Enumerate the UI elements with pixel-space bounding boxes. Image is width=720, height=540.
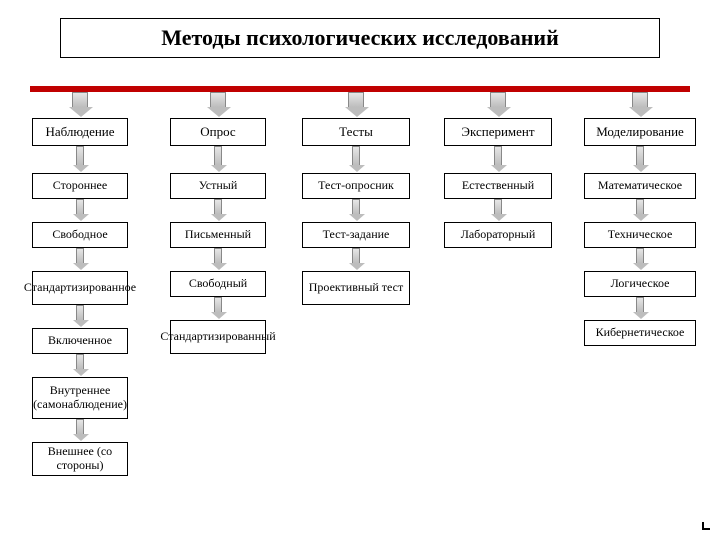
- col-2-item-2: Проективный тест: [302, 271, 410, 305]
- col-0-item-2: Стандартизированное: [32, 271, 128, 305]
- col-2-item-1: Тест-задание: [302, 222, 410, 248]
- conn-0-1: [76, 199, 84, 215]
- col-4-item-3-text: Кибернетическое: [596, 326, 685, 340]
- col-1-item-2: Свободный: [170, 271, 266, 297]
- conn-0-5: [76, 419, 84, 435]
- col-2-item-1-text: Тест-задание: [323, 228, 390, 242]
- col-3-item-0: Естественный: [444, 173, 552, 199]
- col-4-item-1-text: Техническое: [608, 228, 673, 242]
- col-3-header: Эксперимент: [444, 118, 552, 146]
- conn-2-2: [352, 248, 360, 264]
- col-4-item-0-text: Математическое: [598, 179, 682, 193]
- col-1-item-1-text: Письменный: [185, 228, 251, 242]
- col-4-header-text: Моделирование: [596, 125, 684, 140]
- col-4-item-2-text: Логическое: [611, 277, 670, 291]
- col-2-header: Тесты: [302, 118, 410, 146]
- col-0-item-1: Свободное: [32, 222, 128, 248]
- corner-marker-icon: [702, 522, 710, 530]
- col-0-header-text: Наблюдение: [45, 125, 114, 140]
- col-0-item-3: Включенное: [32, 328, 128, 354]
- conn-2-0: [352, 146, 360, 166]
- col-1-item-0: Устный: [170, 173, 266, 199]
- col-4-header: Моделирование: [584, 118, 696, 146]
- conn-0-3: [76, 305, 84, 321]
- arrow-to-col-3: [490, 92, 506, 108]
- conn-0-4: [76, 354, 84, 370]
- conn-4-3: [636, 297, 644, 313]
- col-3-item-0-text: Естественный: [462, 179, 534, 193]
- conn-0-0: [76, 146, 84, 166]
- col-0-item-4: Внутреннее (самонаблюдение): [32, 377, 128, 419]
- conn-1-0: [214, 146, 222, 166]
- col-4-item-2: Логическое: [584, 271, 696, 297]
- arrow-to-col-2: [348, 92, 364, 108]
- col-1-header: Опрос: [170, 118, 266, 146]
- conn-4-2: [636, 248, 644, 264]
- conn-3-0: [494, 146, 502, 166]
- col-0-item-2-text: Стандартизированное: [24, 281, 136, 295]
- col-0-item-1-text: Свободное: [52, 228, 107, 242]
- col-1-item-2-text: Свободный: [189, 277, 247, 291]
- col-1-item-1: Письменный: [170, 222, 266, 248]
- col-2-item-0: Тест-опросник: [302, 173, 410, 199]
- col-3-item-1-text: Лабораторный: [461, 228, 536, 242]
- col-2-header-text: Тесты: [339, 125, 373, 140]
- arrow-to-col-0: [72, 92, 88, 108]
- col-0-item-4-text: Внутреннее (самонаблюдение): [33, 384, 127, 412]
- conn-0-2: [76, 248, 84, 264]
- conn-1-2: [214, 248, 222, 264]
- col-3-item-1: Лабораторный: [444, 222, 552, 248]
- col-1-item-3-text: Стандартизированный: [160, 330, 275, 344]
- col-0-item-5-text: Внешнее (со стороны): [37, 445, 123, 473]
- conn-1-3: [214, 297, 222, 313]
- col-0-item-0-text: Стороннее: [53, 179, 107, 193]
- col-4-item-0: Математическое: [584, 173, 696, 199]
- col-2-item-2-text: Проективный тест: [309, 281, 404, 295]
- col-4-item-3: Кибернетическое: [584, 320, 696, 346]
- title-text: Методы психологических исследований: [161, 25, 559, 51]
- col-1-header-text: Опрос: [200, 125, 235, 140]
- conn-1-1: [214, 199, 222, 215]
- conn-4-0: [636, 146, 644, 166]
- col-4-item-1: Техническое: [584, 222, 696, 248]
- conn-2-1: [352, 199, 360, 215]
- col-1-item-0-text: Устный: [199, 179, 238, 193]
- col-0-header: Наблюдение: [32, 118, 128, 146]
- arrow-to-col-4: [632, 92, 648, 108]
- col-3-header-text: Эксперимент: [461, 125, 534, 140]
- col-0-item-0: Стороннее: [32, 173, 128, 199]
- col-1-item-3: Стандартизированный: [170, 320, 266, 354]
- col-2-item-0-text: Тест-опросник: [318, 179, 394, 193]
- col-0-item-3-text: Включенное: [48, 334, 112, 348]
- conn-3-1: [494, 199, 502, 215]
- col-0-item-5: Внешнее (со стороны): [32, 442, 128, 476]
- conn-4-1: [636, 199, 644, 215]
- diagram-title: Методы психологических исследований: [60, 18, 660, 58]
- arrow-to-col-1: [210, 92, 226, 108]
